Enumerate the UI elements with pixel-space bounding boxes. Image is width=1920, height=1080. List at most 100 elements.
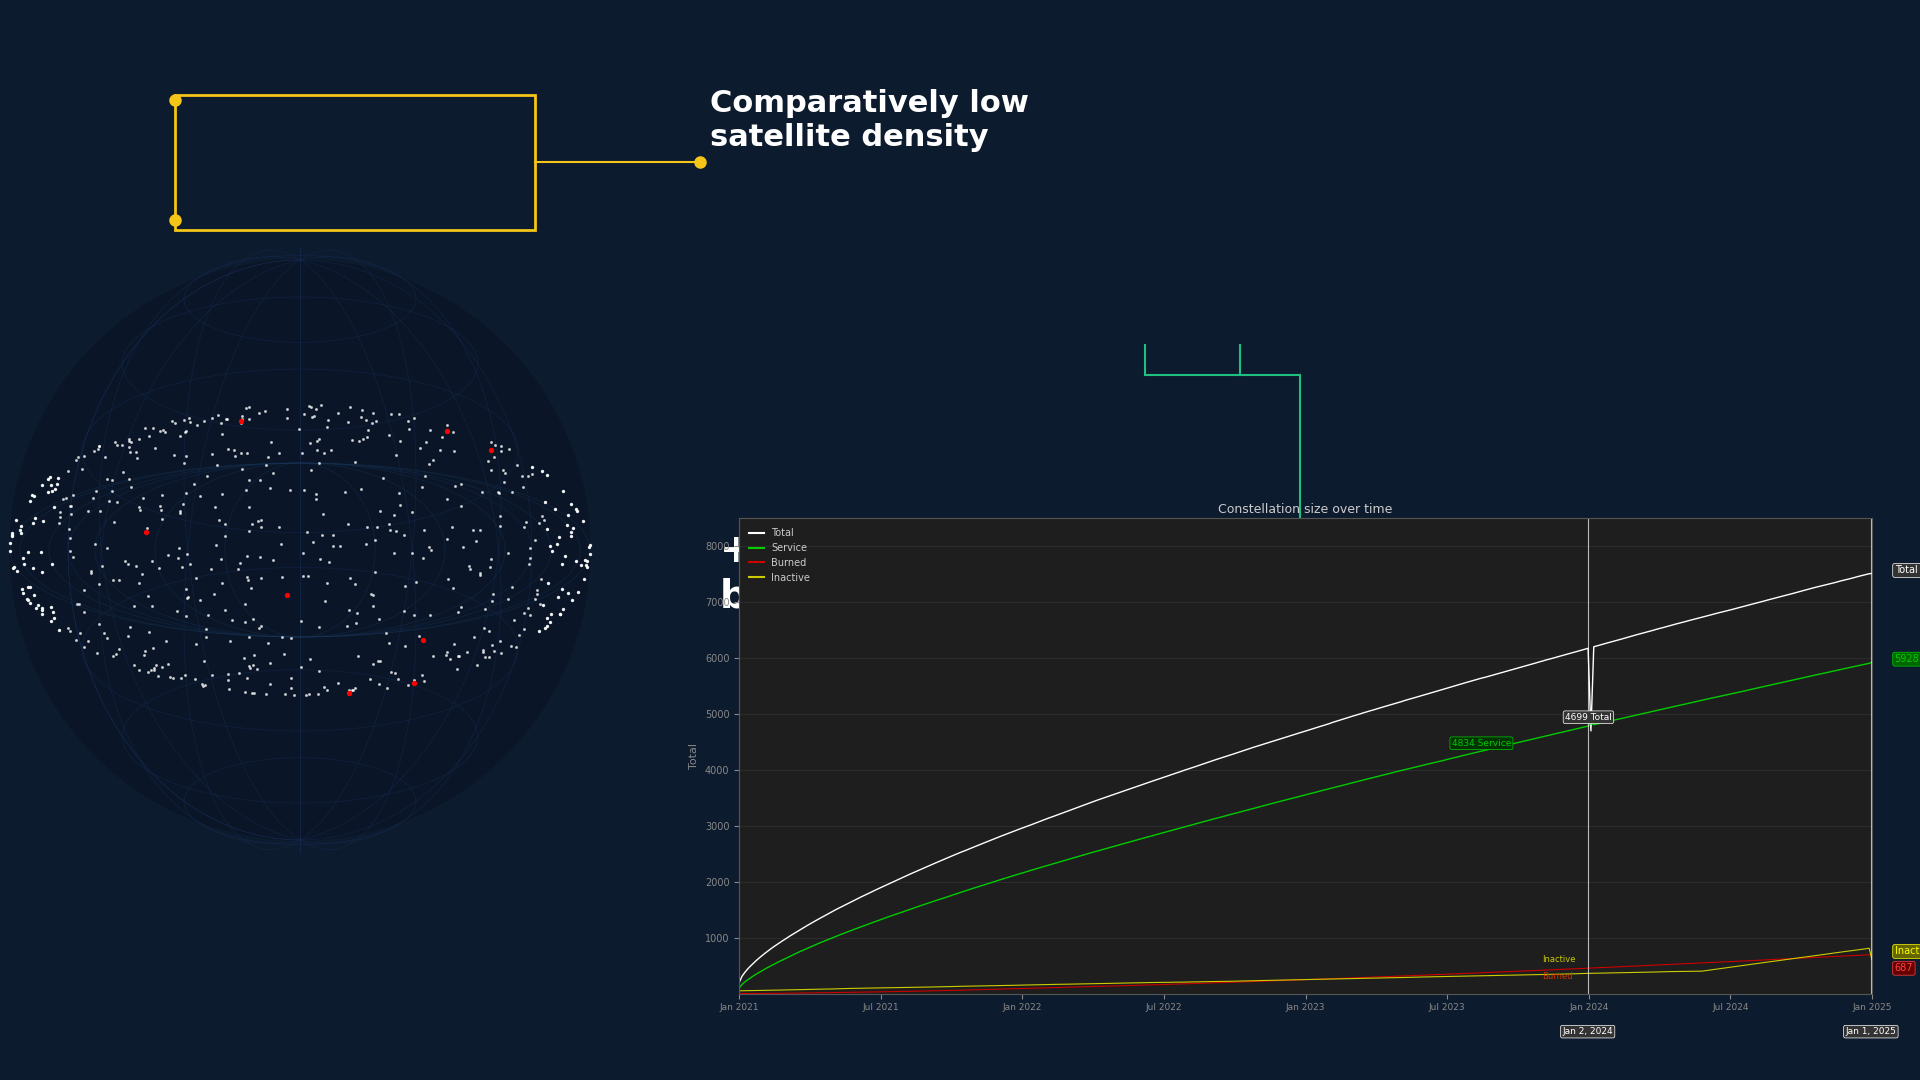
Text: Jan 1, 2025: Jan 1, 2025	[1845, 1027, 1897, 1036]
Burned	[1179, 977, 1202, 990]
Point	[211, 410, 242, 428]
Point	[138, 639, 169, 657]
Point	[81, 483, 111, 500]
Point	[61, 451, 92, 469]
Point	[190, 621, 221, 638]
Point	[94, 492, 125, 510]
Point	[292, 523, 323, 540]
Point	[442, 661, 472, 678]
Point	[267, 568, 298, 585]
Point	[150, 423, 180, 441]
Point	[73, 502, 104, 519]
Point	[90, 448, 121, 465]
Point	[86, 557, 117, 575]
Line: Inactive: Inactive	[739, 948, 1872, 990]
Point	[179, 671, 209, 688]
Point	[526, 462, 557, 480]
Point	[252, 634, 282, 651]
Point	[138, 420, 169, 437]
Point	[409, 522, 440, 539]
Point	[555, 496, 586, 513]
Point	[303, 686, 334, 703]
Point	[27, 513, 58, 530]
Point	[332, 515, 363, 532]
Point	[540, 501, 570, 518]
Point	[207, 575, 238, 592]
Point	[138, 662, 169, 679]
Point	[346, 401, 376, 418]
Point	[144, 497, 175, 514]
Point	[69, 582, 100, 599]
Point	[98, 482, 129, 499]
Point	[570, 552, 601, 569]
Point	[232, 444, 263, 461]
Point	[534, 613, 564, 631]
Point	[497, 484, 528, 501]
Point	[384, 405, 415, 422]
Point	[33, 483, 63, 500]
Point	[426, 428, 457, 445]
Point	[563, 502, 593, 519]
Service	[1860, 656, 1884, 669]
Point	[36, 483, 67, 500]
Point	[309, 444, 340, 461]
Point	[56, 497, 86, 514]
Point	[36, 604, 67, 621]
Point	[19, 586, 50, 604]
Point	[192, 606, 223, 623]
Point	[378, 507, 409, 524]
Point	[163, 550, 194, 567]
Point	[250, 685, 280, 702]
Point	[140, 440, 171, 457]
Point	[144, 422, 175, 440]
Point	[267, 627, 298, 645]
Point	[167, 558, 198, 576]
Point	[332, 617, 363, 634]
Point	[131, 524, 161, 541]
Point	[19, 487, 50, 504]
Point	[98, 647, 129, 664]
Service	[1440, 752, 1463, 765]
Point	[236, 515, 267, 532]
Point	[182, 417, 213, 434]
Point	[54, 542, 84, 559]
Point	[180, 635, 211, 652]
Point	[307, 526, 338, 543]
Point	[361, 518, 392, 536]
Point	[15, 492, 46, 510]
Point	[19, 509, 50, 526]
Point	[340, 679, 371, 697]
Point	[536, 537, 566, 554]
Point	[115, 619, 146, 636]
Point	[367, 469, 397, 486]
Point	[292, 686, 323, 703]
Point	[334, 602, 365, 619]
Point	[173, 545, 204, 563]
Point	[275, 482, 305, 499]
Point	[129, 646, 159, 663]
Point	[415, 606, 445, 623]
Point	[96, 471, 127, 488]
Point	[568, 570, 599, 588]
Point	[543, 528, 574, 545]
Point	[242, 660, 273, 677]
Point	[129, 489, 159, 507]
Point	[42, 476, 73, 494]
Point	[348, 430, 378, 447]
Point	[409, 468, 440, 485]
Point	[196, 561, 227, 578]
Circle shape	[10, 260, 589, 840]
Point	[355, 585, 386, 603]
Point	[6, 525, 36, 542]
Point	[484, 508, 515, 525]
Point	[330, 484, 361, 501]
Point	[334, 681, 365, 699]
Point	[357, 415, 388, 432]
Point	[213, 672, 244, 689]
Point	[384, 432, 415, 449]
Point	[334, 684, 365, 701]
Point	[123, 575, 154, 592]
Point	[252, 457, 282, 474]
Point	[165, 427, 196, 444]
Point	[25, 543, 56, 561]
